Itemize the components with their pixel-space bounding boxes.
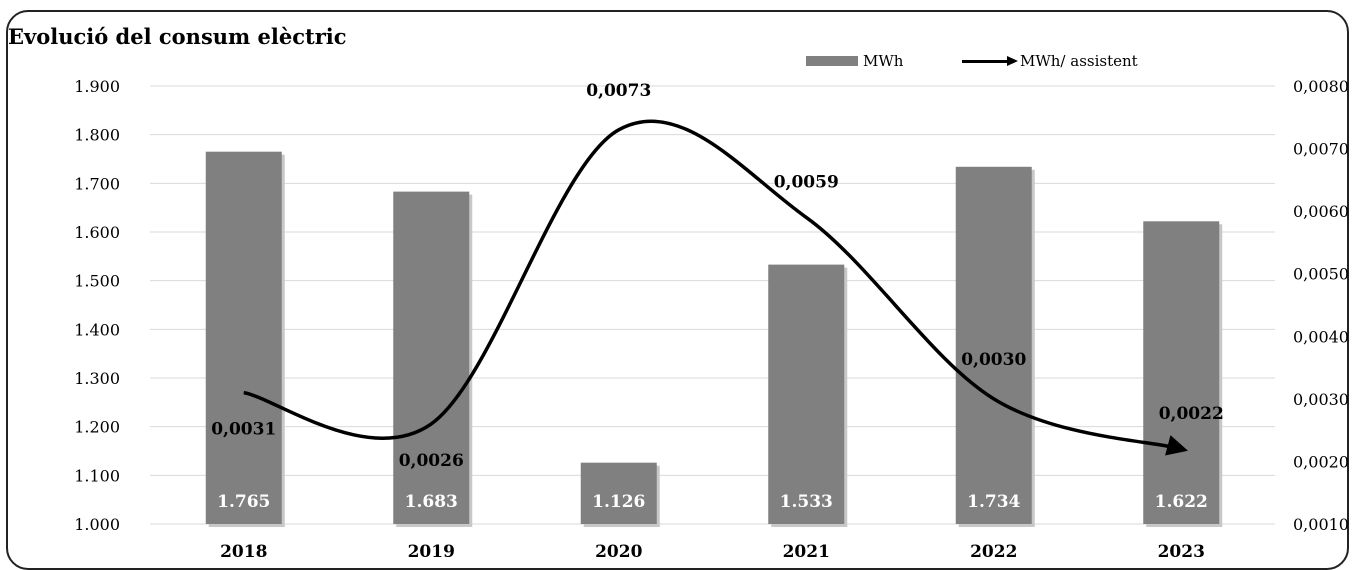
y-left-tick-label: 1.600 bbox=[74, 223, 120, 242]
bar bbox=[768, 264, 845, 524]
bar-data-label: 1.533 bbox=[780, 492, 833, 512]
y-right-tick-label: 0,0020 bbox=[1293, 452, 1349, 471]
y-left-tick-label: 1.700 bbox=[74, 174, 120, 193]
x-tick-label: 2022 bbox=[970, 542, 1017, 559]
line-data-label: 0,0059 bbox=[774, 172, 839, 192]
line-data-label: 0,0031 bbox=[211, 420, 276, 440]
y-left-tick-label: 1.300 bbox=[74, 369, 120, 388]
line-data-label: 0,0022 bbox=[1159, 404, 1224, 424]
x-tick-label: 2021 bbox=[783, 542, 830, 559]
line-data-label: 0,0026 bbox=[399, 451, 464, 471]
bar-data-label: 1.126 bbox=[592, 492, 645, 512]
line-data-label: 0,0030 bbox=[961, 350, 1026, 370]
bar-data-label: 1.765 bbox=[217, 492, 270, 512]
bar bbox=[580, 462, 657, 524]
y-left-tick-label: 1.400 bbox=[74, 320, 120, 339]
legend-swatch-line bbox=[962, 55, 1018, 66]
y-left-tick-label: 1.500 bbox=[74, 272, 120, 291]
bar-data-label: 1.734 bbox=[967, 492, 1020, 512]
y-right-tick-label: 0,0060 bbox=[1293, 202, 1349, 221]
legend-item-mwh: MWh bbox=[806, 52, 903, 70]
y-right-tick-label: 0,0080 bbox=[1293, 77, 1349, 96]
y-right-tick-label: 0,0070 bbox=[1293, 140, 1349, 159]
legend-item-mwh-per-assistent: MWh/ assistent bbox=[962, 52, 1138, 70]
bar-data-label: 1.683 bbox=[405, 492, 458, 512]
y-left-tick-label: 1.900 bbox=[74, 77, 120, 96]
y-left-tick-label: 1.800 bbox=[74, 126, 120, 145]
x-tick-label: 2020 bbox=[595, 542, 642, 559]
x-tick-label: 2023 bbox=[1158, 542, 1205, 559]
x-tick-label: 2018 bbox=[220, 542, 267, 559]
legend-label-mwh: MWh bbox=[863, 52, 904, 70]
y-right-tick-label: 0,0030 bbox=[1293, 390, 1349, 409]
legend-label-mwh-per-assistent: MWh/ assistent bbox=[1020, 52, 1138, 70]
y-left-tick-label: 1.100 bbox=[74, 466, 120, 485]
bar bbox=[205, 151, 282, 524]
bar bbox=[1143, 221, 1220, 524]
line-data-label: 0,0073 bbox=[586, 81, 651, 101]
bar-data-label: 1.622 bbox=[1155, 492, 1208, 512]
y-right-tick-label: 0,0040 bbox=[1293, 327, 1349, 346]
y-left-tick-label: 1.000 bbox=[74, 515, 120, 534]
chart-title: Evolució del consum elèctric bbox=[8, 24, 347, 49]
x-tick-label: 2019 bbox=[408, 542, 455, 559]
y-left-tick-label: 1.200 bbox=[74, 418, 120, 437]
y-right-tick-label: 0,0050 bbox=[1293, 265, 1349, 284]
bar bbox=[955, 166, 1032, 524]
line-series-mwh-per-assistent bbox=[243, 119, 1189, 456]
legend-swatch-bar bbox=[806, 56, 858, 66]
bar bbox=[393, 191, 470, 524]
y-right-tick-label: 0,0010 bbox=[1293, 515, 1349, 534]
